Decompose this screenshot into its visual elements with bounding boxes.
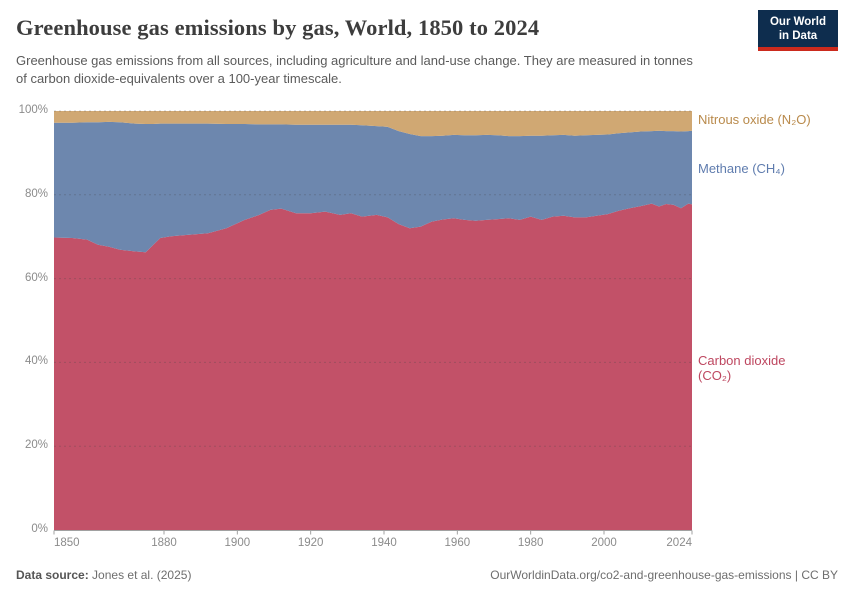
x-tick-label-1960: 1960 [444, 537, 471, 549]
area-co2 [54, 203, 692, 530]
x-tick-label-2000: 2000 [591, 537, 617, 549]
owid-logo-red-strip [758, 47, 838, 51]
x-tick-label-1900: 1900 [224, 537, 251, 549]
attribution: OurWorldinData.org/co2-and-greenhouse-ga… [490, 568, 838, 582]
owid-logo-box: Our World in Data [758, 10, 838, 47]
chart-subtitle: Greenhouse gas emissions from all source… [16, 53, 693, 86]
y-tick-label-60: 60% [24, 271, 48, 284]
x-tick-label-1850: 1850 [54, 537, 80, 549]
owid-logo-line2: in Data [778, 30, 818, 42]
attribution-url[interactable]: OurWorldinData.org/co2-and-greenhouse-ga… [490, 568, 792, 582]
data-source-label: Data source: [16, 568, 89, 582]
legend-label-carbon-dioxide[interactable]: Carbon dioxide (CO₂) [698, 353, 786, 383]
chart-footer: Data source: Jones et al. (2025) OurWorl… [16, 568, 838, 582]
chart-title: Greenhouse gas emissions by gas, World, … [16, 15, 540, 40]
legend-label-nitrous-oxide[interactable]: Nitrous oxide (N₂O) [698, 112, 811, 127]
x-tick-label-1880: 1880 [151, 537, 177, 549]
owid-logo: Our World in Data [758, 10, 838, 51]
data-source: Data source: Jones et al. (2025) [16, 568, 191, 582]
area-ch4 [54, 121, 692, 253]
x-tick-label-2024: 2024 [666, 537, 692, 549]
y-tick-label-40: 40% [24, 355, 48, 368]
y-tick-label-80: 80% [24, 187, 48, 200]
y-tick-label-100: 100% [18, 104, 48, 116]
area-n2o [54, 111, 692, 137]
legend-label-methane[interactable]: Methane (CH₄) [698, 161, 785, 176]
x-tick-label-1940: 1940 [371, 537, 397, 549]
x-tick-label-1920: 1920 [297, 537, 324, 549]
y-tick-label-20: 20% [24, 439, 48, 452]
attribution-license: | CC BY [794, 568, 838, 582]
owid-logo-line1: Our World [769, 16, 826, 28]
x-tick-label-1980: 1980 [517, 537, 544, 549]
data-source-value: Jones et al. (2025) [92, 568, 192, 582]
y-tick-label-0: 0% [31, 523, 48, 535]
